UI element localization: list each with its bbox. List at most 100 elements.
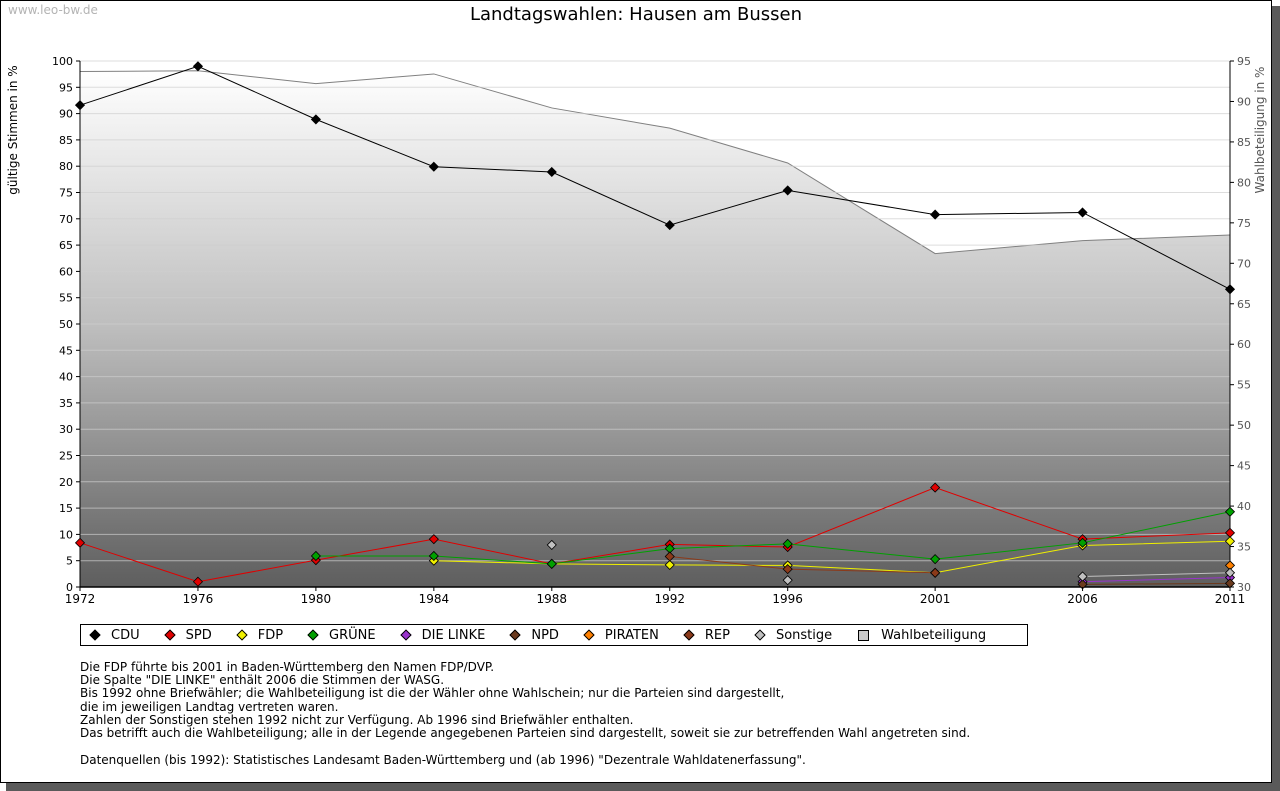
legend-item: FDP [236,627,284,643]
legend-item: DIE LINKE [399,628,485,643]
y-tick-label: 5 [66,555,73,568]
x-tick-label: 1996 [772,592,803,606]
note-line: Das betrifft auch die Wahlbeteiligung; a… [80,726,971,741]
legend-item: CDU [89,627,140,643]
y-right-tick-label: 95 [1237,55,1251,68]
data-point-sonstige [1077,571,1088,582]
y-right-tick-label: 65 [1237,298,1251,311]
x-tick-label: 1976 [183,592,214,606]
y-right-tick-label: 60 [1237,338,1251,351]
legend-item: SPD [163,628,212,643]
legend-item: NPD [509,627,559,643]
data-point-cdu [1224,284,1236,295]
y-tick-label: 100 [52,55,73,68]
legend-item: REP [683,627,730,643]
y-tick-label: 60 [59,265,73,278]
data-point-cdu [546,166,557,178]
legend-marker-icon [754,629,766,641]
turnout-line [79,70,1231,255]
y-tick-label: 50 [59,318,73,331]
data-point-fdp [1224,536,1236,547]
legend-label: GRÜNE [329,627,376,643]
y-tick-label: 95 [59,81,73,94]
legend-marker-icon [583,629,595,641]
chart-plot: 0 5 10 15 20 25 30 35 40 45 50 55 60 65 70 75 80 85 90 95 10… [52,55,1251,606]
y-right-tick-label: 30 [1237,581,1251,594]
legend-square-icon [858,629,870,641]
y-tick-label: 30 [59,423,73,436]
y-right-tick-label: 35 [1237,541,1251,554]
legend-label: PIRATEN [604,627,659,643]
notes: Die FDP führte bis 2001 in Baden-Württem… [80,660,971,741]
data-point-gr-ne [428,550,439,562]
data-point-gr-ne [1224,506,1236,517]
x-tick-label: 1972 [65,592,96,606]
y-right-tick-label: 55 [1237,379,1251,392]
data-point-gr-ne [310,550,321,562]
legend-label: REP [704,627,730,643]
data-point-sonstige [782,575,793,586]
series-line-cdu [79,65,1231,290]
y-tick-label: 75 [59,187,73,200]
legend-label: CDU [111,627,140,643]
legend: CDU SPD FDP GRÜNE DIE LINKE NPD PIRATEN REP Sons… [80,624,1028,646]
x-tick-label: 1992 [654,592,685,606]
y-right-tick-label: 70 [1237,257,1251,270]
legend-label: Wahlbeteiligung [881,627,987,643]
note-line: Die Spalte "DIE LINKE" enthält 2006 die … [80,673,445,688]
data-point-spd [428,534,439,545]
legend-label: NPD [531,627,559,643]
legend-marker-icon [307,629,319,641]
y-tick-label: 55 [59,292,73,305]
y-right-tick-label: 90 [1237,95,1251,108]
y-right-tick-label: 75 [1237,217,1251,230]
y-right-tick-label: 50 [1237,419,1251,432]
y-right-tick-label: 80 [1237,176,1251,189]
data-point-cdu [192,61,204,72]
y-tick-label: 40 [59,371,73,384]
data-point-cdu [74,100,86,111]
x-tick-label: 1980 [301,592,332,606]
legend-marker-icon [236,629,248,641]
y-tick-label: 35 [59,397,73,410]
y-tick-label: 15 [59,502,73,515]
y-tick-label: 20 [59,476,73,489]
y-tick-label: 85 [59,134,73,147]
watermark: www.leo-bw.de [8,3,98,17]
x-tick-label: 2001 [920,592,951,606]
data-point-sonstige [546,539,557,550]
y-right-tick-label: 40 [1237,500,1251,513]
legend-label: Sonstige [775,627,833,643]
y-right-tick-label: 45 [1237,460,1251,473]
data-point-fdp [664,559,675,570]
legend-marker-icon [399,629,412,641]
legend-item: Sonstige [754,627,833,643]
note-line: Zahlen der Sonstigen stehen 1992 nicht z… [80,712,634,727]
legend-marker-icon [683,629,695,641]
series-line-spd [79,487,1231,583]
chart-title: Landtagswahlen: Hausen am Bussen [469,4,803,25]
legend-label: FDP [257,627,284,643]
legend-item: PIRATEN [583,627,659,643]
data-point-rep [664,551,675,562]
note-line: Bis 1992 ohne Briefwähler; die Wahlbetei… [80,686,785,701]
data-point-cdu [1077,207,1088,218]
legend-item: GRÜNE [307,627,376,643]
legend-marker-icon [163,629,176,641]
data-point-gr-ne [546,558,557,569]
series-line-sonstige [1082,572,1231,577]
data-point-gr-ne [782,538,793,549]
x-tick-label: 2006 [1067,592,1098,606]
data-point-gr-ne [1077,537,1088,548]
data-point-cdu [782,185,793,196]
y-right-tick-label: 85 [1237,136,1251,149]
series-line-gr-ne [315,511,1231,565]
data-point-cdu [930,209,941,220]
y-tick-label: 90 [59,108,73,121]
x-tick-label: 2011 [1215,592,1246,606]
y-tick-label: 10 [59,528,73,541]
note-line: die im jeweiligen Landtag vertreten ware… [80,699,339,714]
series-line-npd [1082,582,1231,585]
source-note: Datenquellen (bis 1992): Statistisches L… [80,753,806,767]
frame-shadow-bottom [6,783,1280,791]
